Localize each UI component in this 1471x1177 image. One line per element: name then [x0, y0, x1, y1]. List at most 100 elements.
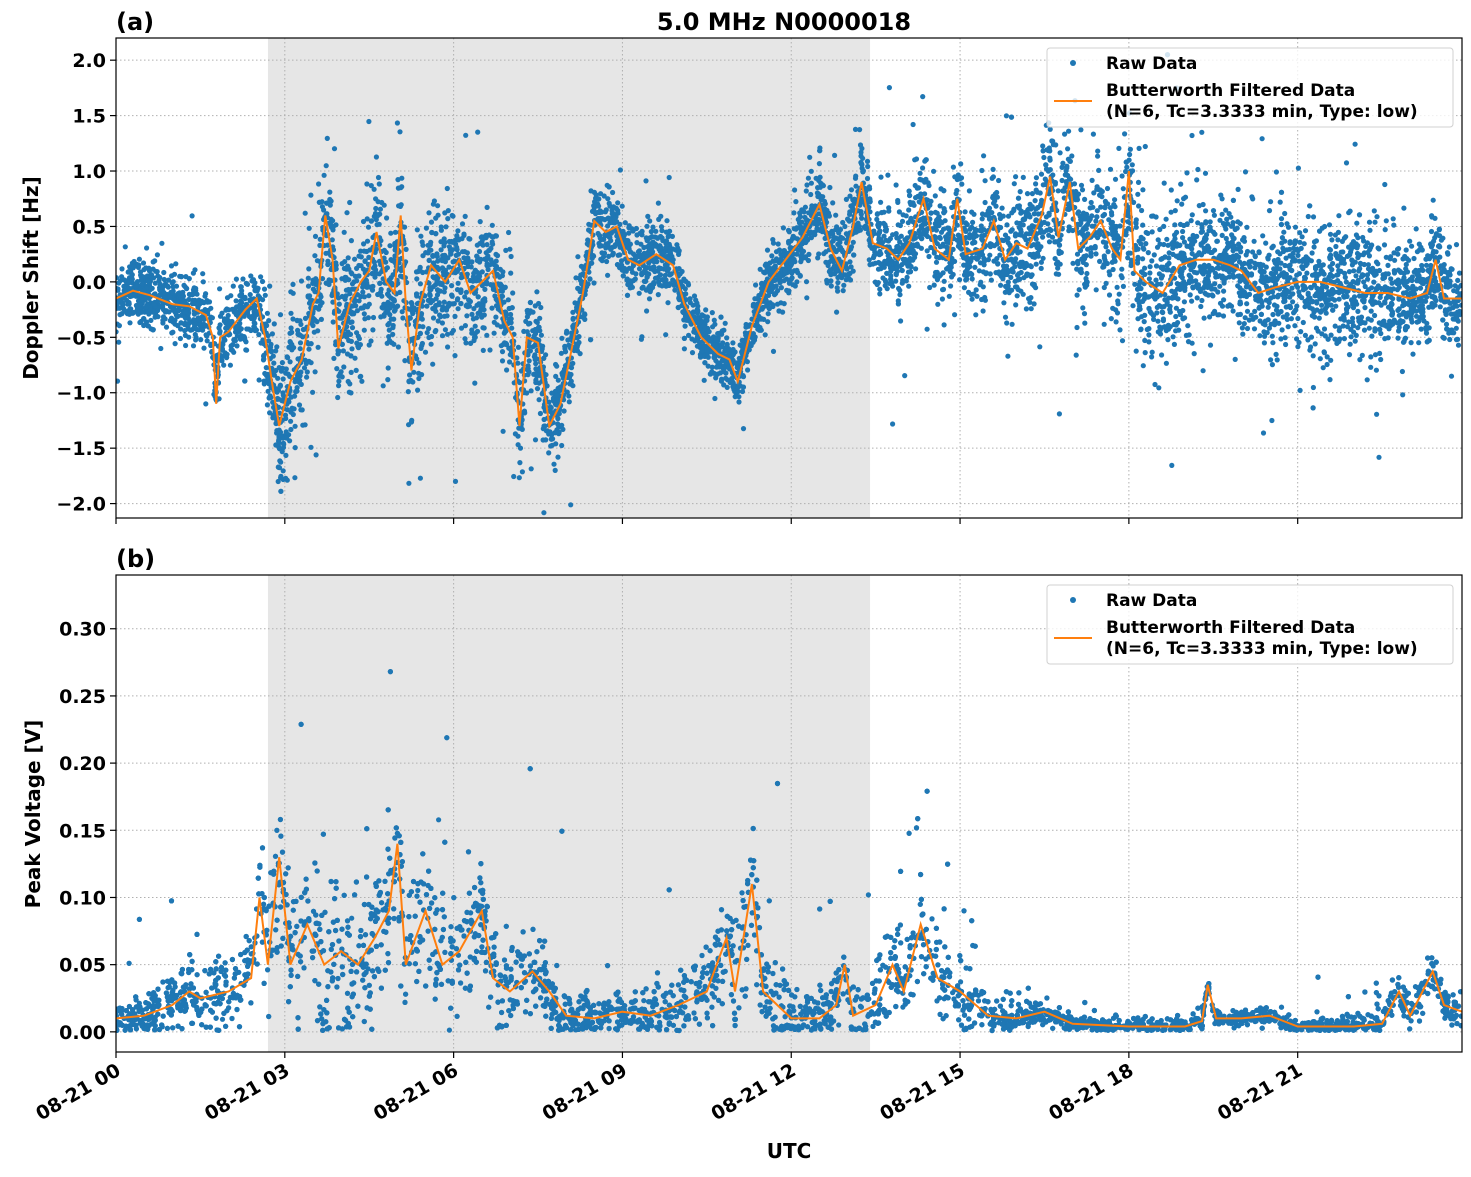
raw-data-point — [1237, 290, 1242, 295]
raw-data-point — [724, 335, 729, 340]
raw-data-point — [283, 453, 288, 458]
raw-data-point — [312, 330, 317, 335]
raw-data-point — [537, 397, 542, 402]
raw-data-point — [1424, 295, 1429, 300]
raw-data-point — [793, 199, 798, 204]
raw-data-point — [1297, 240, 1302, 245]
raw-data-point — [1001, 263, 1006, 268]
raw-data-point — [972, 265, 977, 270]
raw-data-point — [1147, 276, 1152, 281]
raw-data-point — [490, 223, 495, 228]
raw-data-point — [1250, 196, 1255, 201]
raw-data-point — [1274, 352, 1279, 357]
raw-data-point — [1136, 203, 1141, 208]
raw-data-point — [343, 275, 348, 280]
raw-data-point — [298, 340, 303, 345]
raw-data-point — [1014, 220, 1019, 225]
raw-data-point — [1375, 261, 1380, 266]
raw-data-point — [617, 222, 622, 227]
raw-data-point — [373, 206, 378, 211]
raw-data-point — [170, 280, 175, 285]
raw-data-point — [1074, 325, 1079, 330]
raw-data-point — [435, 254, 440, 259]
raw-data-point — [443, 327, 448, 332]
raw-data-point — [1303, 228, 1308, 233]
raw-data-point — [1397, 285, 1402, 290]
raw-data-point — [1328, 232, 1333, 237]
raw-data-point — [644, 308, 649, 313]
raw-data-point — [913, 266, 918, 271]
raw-data-point — [1414, 226, 1419, 231]
raw-data-point — [643, 178, 648, 183]
raw-data-point — [981, 308, 986, 313]
raw-data-point — [500, 358, 505, 363]
raw-data-point — [203, 401, 208, 406]
raw-data-point — [221, 363, 226, 368]
raw-data-point — [1444, 322, 1449, 327]
raw-data-point — [1322, 326, 1327, 331]
raw-data-point — [1173, 314, 1178, 319]
raw-data-point — [820, 194, 825, 199]
raw-data-point — [1372, 220, 1377, 225]
raw-data-point — [1245, 326, 1250, 331]
raw-data-point — [702, 378, 707, 383]
raw-data-point — [1159, 352, 1164, 357]
raw-data-point — [841, 288, 846, 293]
raw-data-point — [1317, 316, 1322, 321]
raw-data-point — [997, 253, 1002, 258]
raw-data-point — [231, 284, 236, 289]
raw-data-point — [911, 122, 916, 127]
raw-data-point — [194, 335, 199, 340]
raw-data-point — [445, 186, 450, 191]
raw-data-point — [897, 292, 902, 297]
raw-data-point — [1343, 234, 1348, 239]
raw-data-point — [280, 360, 285, 365]
panel-a-label: (a) — [116, 8, 154, 36]
raw-data-point — [996, 178, 1001, 183]
raw-data-point — [1351, 239, 1356, 244]
raw-data-point — [144, 245, 149, 250]
raw-data-point — [362, 249, 367, 254]
raw-data-point — [539, 333, 544, 338]
raw-data-point — [1169, 187, 1174, 192]
raw-data-point — [469, 327, 474, 332]
raw-data-point — [1080, 187, 1085, 192]
raw-data-point — [1008, 229, 1013, 234]
raw-data-point — [774, 249, 779, 254]
raw-data-point — [452, 353, 457, 358]
raw-data-point — [1032, 301, 1037, 306]
raw-data-point — [1113, 177, 1118, 182]
raw-data-point — [1089, 200, 1094, 205]
raw-data-point — [896, 286, 901, 291]
raw-data-point — [1120, 173, 1125, 178]
raw-data-point — [798, 273, 803, 278]
raw-data-point — [324, 163, 329, 168]
raw-data-point — [349, 346, 354, 351]
raw-data-point — [864, 187, 869, 192]
raw-data-point — [455, 247, 460, 252]
raw-data-point — [299, 278, 304, 283]
raw-data-point — [117, 312, 122, 317]
raw-data-point — [1270, 312, 1275, 317]
raw-data-point — [1295, 344, 1300, 349]
raw-data-point — [464, 313, 469, 318]
raw-data-point — [303, 316, 308, 321]
raw-data-point — [1388, 276, 1393, 281]
raw-data-point — [293, 445, 298, 450]
raw-data-point — [1170, 246, 1175, 251]
raw-data-point — [824, 278, 829, 283]
raw-data-point — [513, 431, 518, 436]
raw-data-point — [644, 224, 649, 229]
raw-data-point — [688, 296, 693, 301]
raw-data-point — [1275, 357, 1280, 362]
raw-data-point — [586, 222, 591, 227]
raw-data-point — [1229, 224, 1234, 229]
raw-data-point — [1025, 191, 1030, 196]
raw-data-point — [1040, 143, 1045, 148]
raw-data-point — [356, 342, 361, 347]
raw-data-point — [830, 200, 835, 205]
raw-data-point — [1409, 244, 1414, 249]
raw-data-point — [426, 298, 431, 303]
raw-data-point — [366, 119, 371, 124]
raw-data-point — [1220, 212, 1225, 217]
